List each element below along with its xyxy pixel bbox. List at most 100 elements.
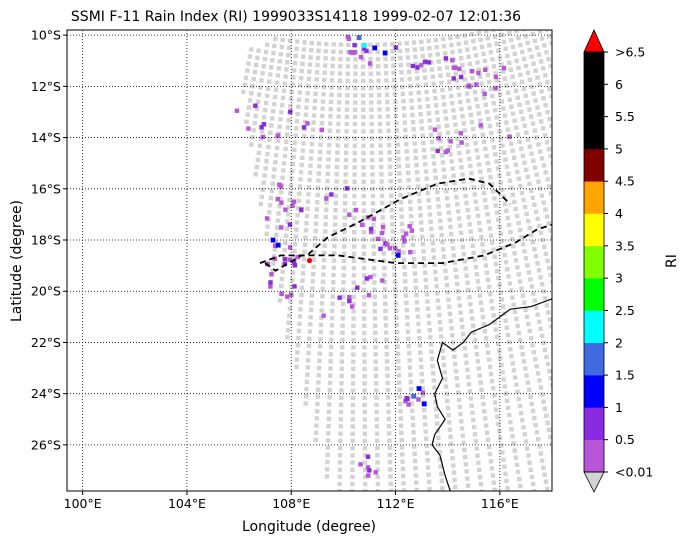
swath-pixel <box>327 387 332 393</box>
swath-pixel <box>303 235 308 240</box>
swath-pixel <box>411 127 416 132</box>
swath-pixel <box>552 338 556 342</box>
swath-pixel <box>289 89 295 94</box>
swath-pixel <box>538 326 543 332</box>
swath-pixel <box>296 328 302 334</box>
swath-pixel <box>433 95 438 101</box>
x-axis: 100°E 104°E 108°E 112°E 116°E <box>64 491 519 511</box>
swath-pixel <box>493 327 499 332</box>
swath-pixel <box>361 179 366 184</box>
swath-pixel <box>529 401 534 407</box>
swath-pixel <box>361 143 366 148</box>
y-tick-label: 20°S <box>31 284 61 299</box>
swath-pixel <box>271 254 277 259</box>
swath-pixel <box>470 75 475 81</box>
swath-pixel <box>317 358 322 364</box>
swath-pixel <box>345 57 351 62</box>
swath-pixel <box>514 58 519 64</box>
swath-pixel <box>460 331 466 337</box>
swath-pixel <box>395 149 401 155</box>
rain-pixel <box>401 235 406 240</box>
swath-pixel <box>557 418 561 422</box>
swath-pixel <box>545 486 550 491</box>
rain-pixel <box>451 76 456 81</box>
swath-pixel <box>344 129 349 134</box>
swath-pixel <box>278 51 284 57</box>
rain-pixel <box>285 294 290 299</box>
swath-pixel <box>500 143 505 148</box>
swath-pixel <box>273 160 278 165</box>
swath-pixel <box>350 409 356 415</box>
swath-pixel <box>531 350 537 355</box>
rain-pixel <box>299 207 304 212</box>
swath-pixel <box>394 120 399 126</box>
swath-pixel <box>374 438 380 444</box>
swath-pixel <box>258 201 264 207</box>
swath-pixel <box>308 322 313 327</box>
swath-pixel <box>403 134 408 140</box>
swath-pixel <box>516 65 521 71</box>
swath-pixel <box>494 78 500 83</box>
swath-pixel <box>323 222 328 227</box>
swath-pixel <box>522 432 527 437</box>
swath-pixel <box>343 179 348 184</box>
swath-pixel <box>368 49 373 55</box>
rain-pixel <box>279 200 284 205</box>
swath-pixel <box>318 329 323 335</box>
swath-pixel <box>336 107 342 112</box>
swath-pixel <box>396 164 402 169</box>
swath-pixel <box>373 337 378 343</box>
swath-pixel <box>419 371 424 377</box>
rain-pixel <box>259 125 264 130</box>
swath-pixel <box>547 116 552 122</box>
swath-pixel <box>395 337 400 342</box>
swath-pixel <box>522 300 527 305</box>
swath-pixel <box>428 219 433 224</box>
swath-pixel <box>436 305 441 310</box>
swath-pixel <box>381 244 386 249</box>
swath-pixel <box>514 125 519 130</box>
swath-pixel <box>537 30 543 34</box>
swath-pixel <box>457 223 463 228</box>
swath-pixel <box>518 183 523 189</box>
swath-pixel <box>512 81 517 86</box>
swath-pixel <box>387 452 393 458</box>
rain-pixel <box>393 45 399 50</box>
rain-pixel <box>423 59 428 64</box>
rain-pixel <box>268 280 273 285</box>
swath-pixel <box>361 208 366 213</box>
colorbar-tick-label: 5 <box>615 141 623 156</box>
swath-pixel <box>325 459 330 465</box>
swath-pixel <box>369 143 375 148</box>
swath-pixel <box>460 63 465 68</box>
y-axis-label: Latitude (degree) <box>9 200 25 322</box>
swath-pixel <box>450 101 455 106</box>
swath-pixel <box>455 289 461 294</box>
swath-pixel <box>445 290 450 295</box>
swath-pixel <box>377 114 382 119</box>
swath-pixel <box>375 489 381 491</box>
swath-pixel <box>467 389 473 394</box>
swath-pixel <box>351 330 356 336</box>
swath-pixel <box>507 30 512 36</box>
swath-pixel <box>385 387 391 393</box>
swath-pixel <box>554 294 558 298</box>
swath-pixel <box>472 90 478 95</box>
swath-pixel <box>399 430 404 436</box>
swath-pixel <box>406 69 412 75</box>
swath-pixel <box>338 56 343 62</box>
swath-pixel <box>264 42 270 48</box>
swath-pixel <box>522 204 528 210</box>
swath-pixel <box>419 119 424 124</box>
swath-pixel <box>400 84 405 89</box>
swath-pixel <box>386 423 392 429</box>
swath-pixel <box>340 337 345 343</box>
swath-pixel <box>398 63 404 68</box>
swath-pixel <box>284 132 290 137</box>
swath-pixel <box>289 176 294 181</box>
swath-pixel <box>339 359 345 364</box>
colorbar-bin <box>584 375 604 408</box>
swath-pixel <box>557 38 561 42</box>
swath-pixel <box>388 488 394 491</box>
swath-pixel <box>271 101 277 107</box>
